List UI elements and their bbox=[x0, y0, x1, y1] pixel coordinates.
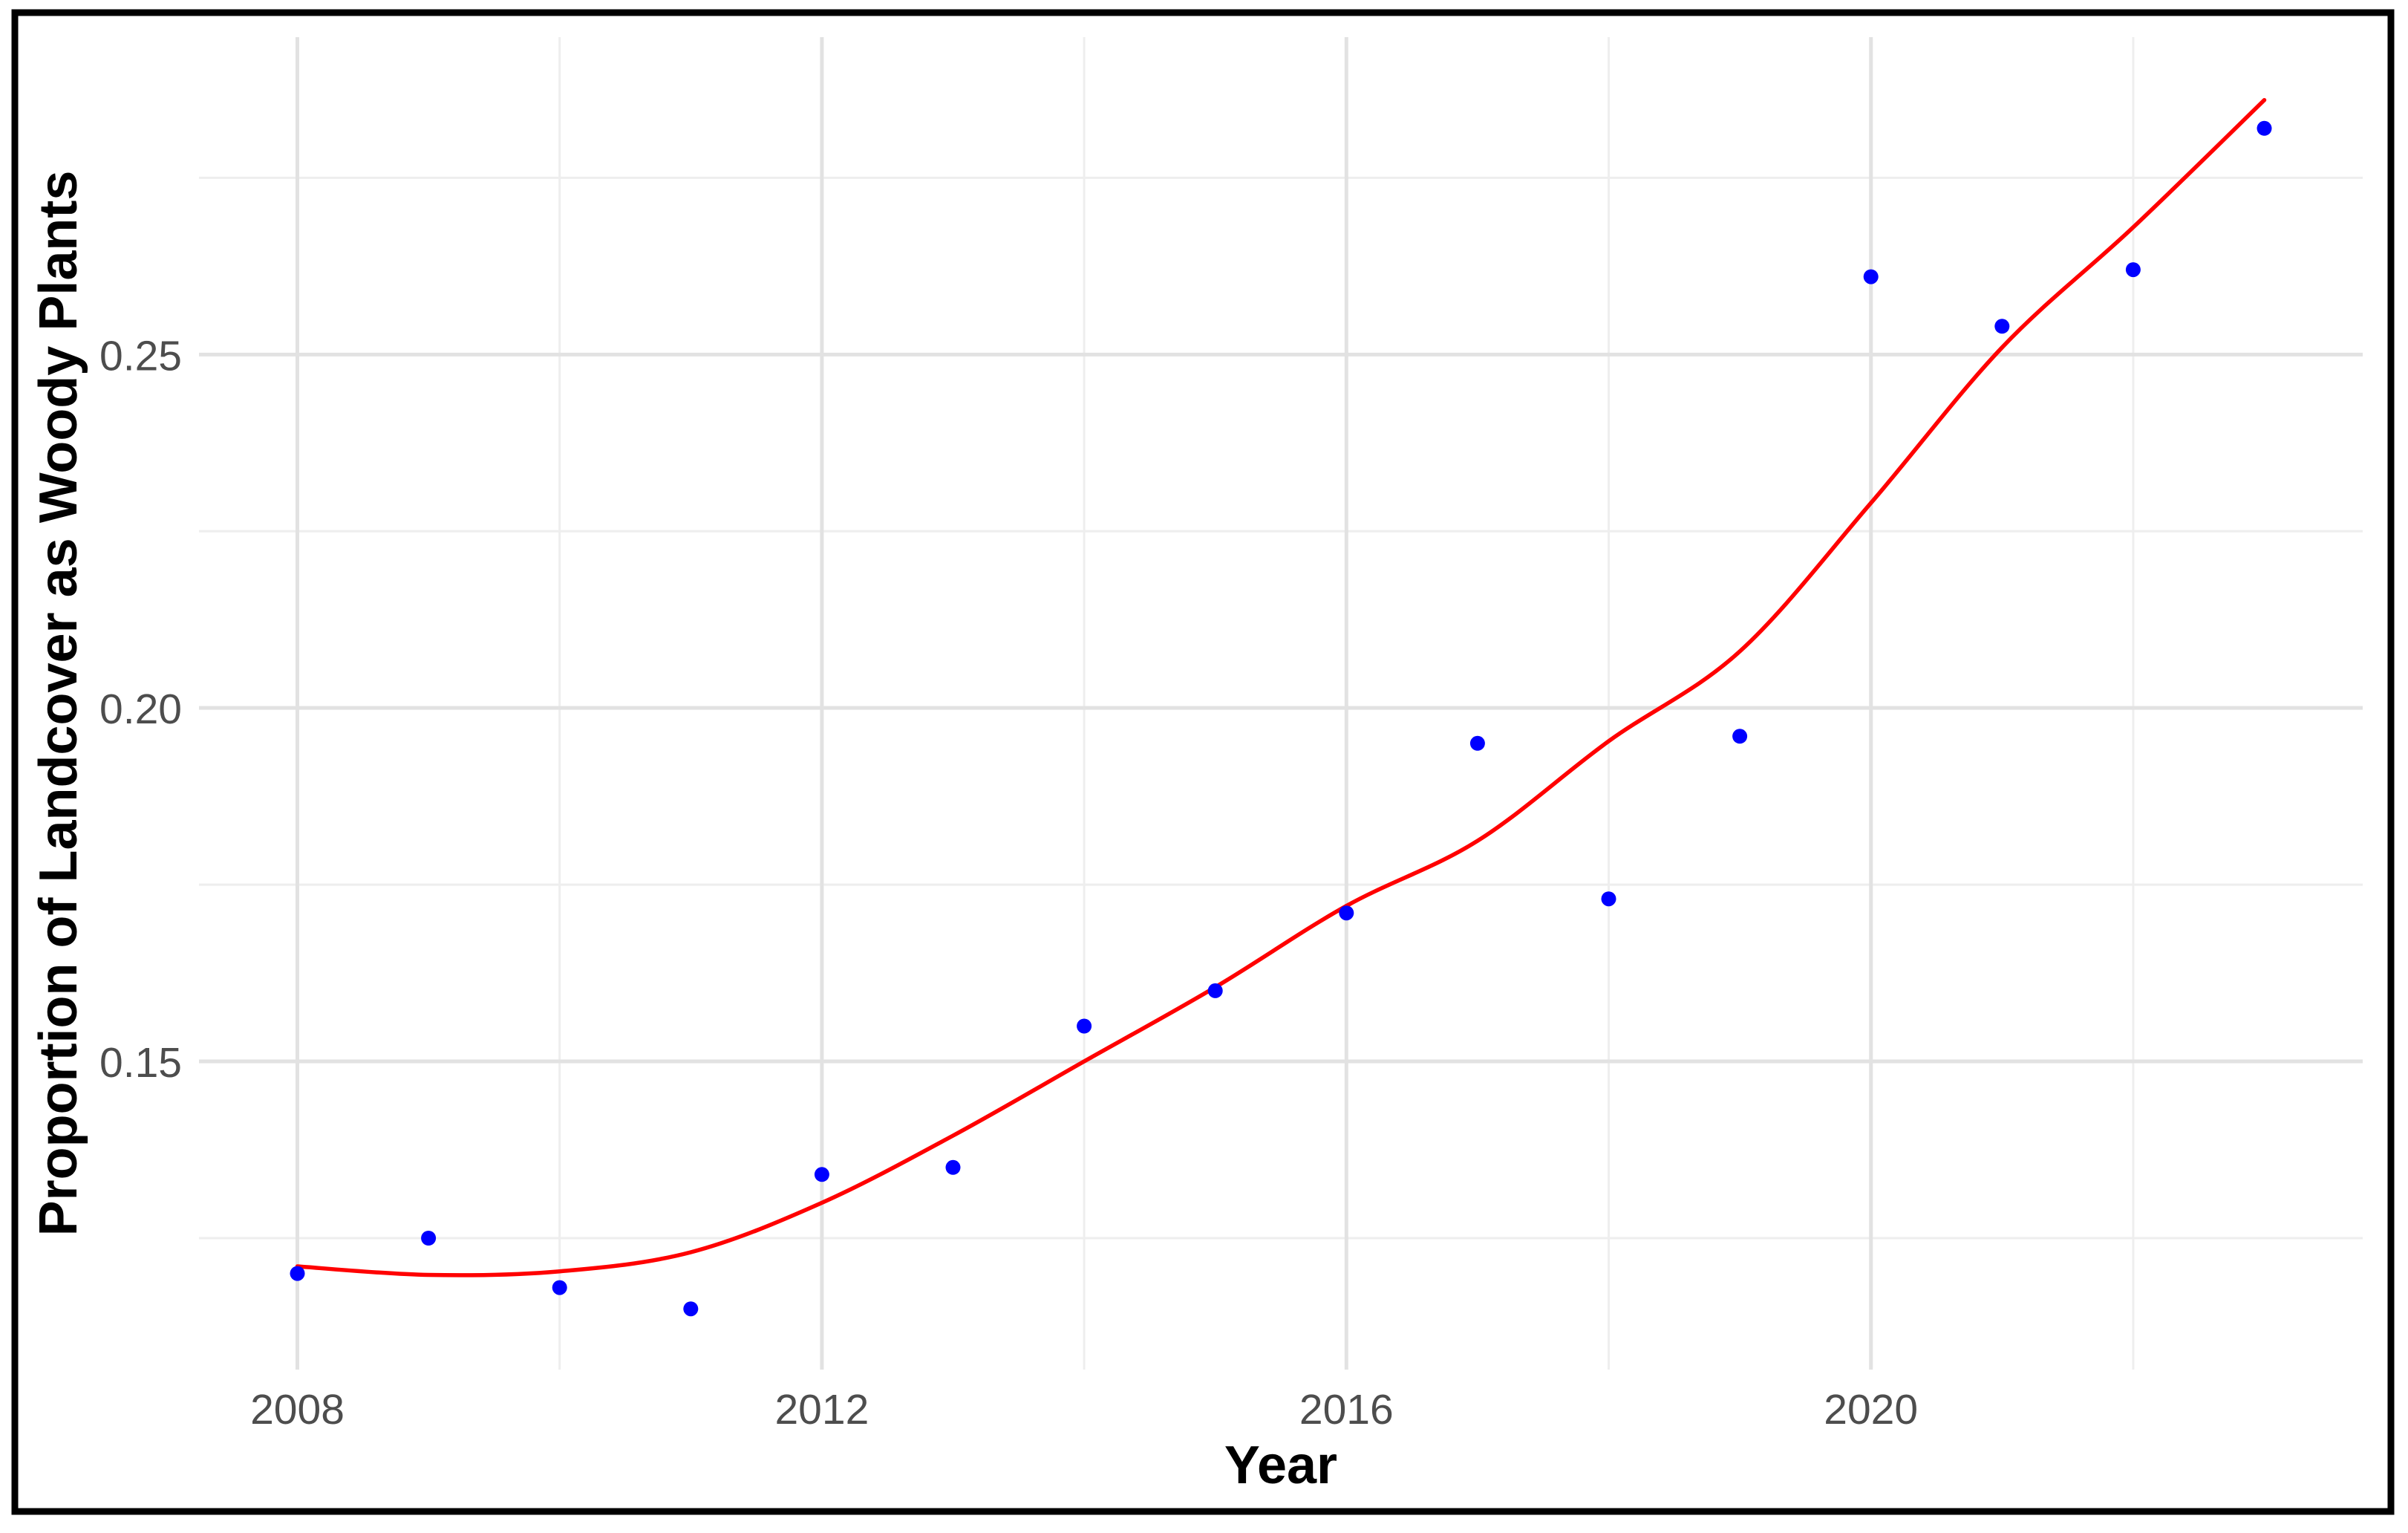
data-point bbox=[1077, 1018, 1092, 1034]
x-axis-tick-labels: 2008 2012 2016 2020 bbox=[250, 1386, 1918, 1433]
scatter-points bbox=[290, 120, 2272, 1317]
data-point bbox=[1601, 891, 1616, 907]
data-point bbox=[2257, 120, 2272, 136]
x-axis-title: Year bbox=[1224, 1436, 1337, 1495]
y-tick-label: 0.15 bbox=[99, 1039, 182, 1087]
y-tick-label: 0.25 bbox=[99, 332, 182, 380]
data-point bbox=[683, 1301, 699, 1317]
data-point bbox=[1863, 269, 1879, 284]
data-point bbox=[1339, 905, 1354, 921]
data-point bbox=[1469, 735, 1485, 751]
y-tick-label: 0.20 bbox=[99, 686, 182, 733]
x-tick-label: 2012 bbox=[774, 1386, 869, 1433]
gridlines-major bbox=[199, 37, 2363, 1370]
data-point bbox=[290, 1266, 305, 1281]
data-point bbox=[1207, 983, 1223, 998]
data-point bbox=[1732, 729, 1748, 744]
data-point bbox=[945, 1159, 961, 1175]
data-point bbox=[552, 1280, 567, 1295]
y-axis-title: Proportion of Landcover as Woody Plants bbox=[29, 171, 88, 1237]
data-point bbox=[814, 1167, 829, 1182]
y-axis-tick-labels: 0.15 0.20 0.25 bbox=[99, 332, 182, 1087]
gridlines-minor bbox=[199, 37, 2363, 1370]
x-tick-label: 2020 bbox=[1824, 1386, 1918, 1433]
x-tick-label: 2008 bbox=[250, 1386, 345, 1433]
x-tick-label: 2016 bbox=[1299, 1386, 1394, 1433]
data-point bbox=[2125, 262, 2141, 278]
plot-panel bbox=[199, 37, 2363, 1370]
figure-border bbox=[11, 9, 2395, 1515]
data-point bbox=[421, 1231, 437, 1246]
loess-smooth-line bbox=[295, 97, 2267, 1278]
data-point bbox=[1994, 319, 2010, 334]
